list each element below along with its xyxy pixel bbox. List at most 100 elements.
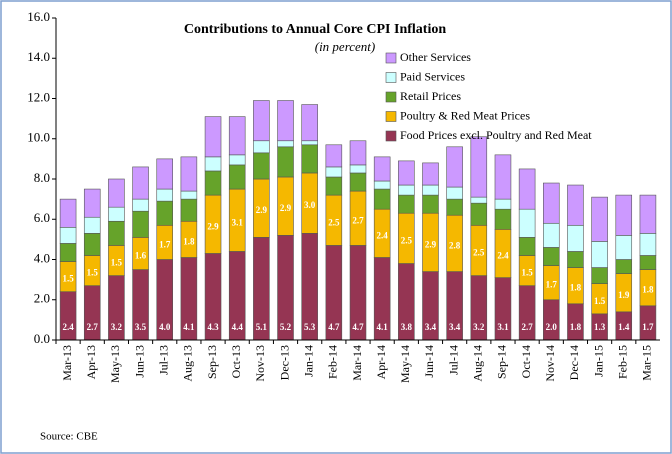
y-tick-label: 0.0 bbox=[34, 331, 50, 346]
value-label: 2.4 bbox=[62, 322, 74, 332]
bar-segment bbox=[277, 100, 294, 142]
bar-segment bbox=[470, 196, 488, 204]
legend-swatch bbox=[385, 52, 397, 64]
x-tick-label: Oct-13 bbox=[229, 345, 243, 378]
bar-segment bbox=[59, 198, 77, 228]
legend-label: Paid Services bbox=[400, 69, 465, 83]
x-tick-label: Feb-15 bbox=[616, 345, 630, 379]
bar-segment bbox=[228, 154, 246, 166]
x-tick-label: Jun-13 bbox=[132, 345, 146, 378]
value-label: 1.5 bbox=[111, 258, 123, 268]
bar-segment bbox=[349, 164, 367, 174]
value-label: 1.7 bbox=[642, 322, 654, 332]
bar-segment bbox=[108, 206, 125, 222]
bar-segment bbox=[591, 267, 608, 284]
bar-segment bbox=[83, 188, 101, 218]
value-label: 5.1 bbox=[256, 322, 268, 332]
x-tick-label: Dec-14 bbox=[567, 345, 581, 380]
value-label: 4.7 bbox=[328, 322, 340, 332]
bar-segment bbox=[83, 233, 101, 256]
value-label: 2.9 bbox=[425, 239, 437, 249]
value-label: 3.1 bbox=[232, 217, 244, 227]
bar-segment bbox=[446, 146, 463, 188]
y-tick-label: 16.0 bbox=[27, 9, 50, 24]
bar-segment bbox=[494, 154, 512, 200]
bar-segment bbox=[373, 188, 391, 210]
value-label: 2.0 bbox=[546, 322, 558, 332]
value-label: 1.7 bbox=[546, 280, 558, 290]
bar-segment bbox=[156, 158, 173, 190]
y-tick-label: 2.0 bbox=[34, 291, 50, 306]
bar-segment bbox=[108, 220, 125, 246]
value-label: 2.8 bbox=[449, 240, 461, 250]
bar-segment bbox=[567, 224, 584, 252]
legend-label: Poultry & Red Meat Prices bbox=[400, 108, 530, 122]
value-label: 2.7 bbox=[521, 322, 533, 332]
value-label: 1.5 bbox=[87, 268, 99, 278]
bar-segment bbox=[639, 233, 657, 256]
bar-segment bbox=[615, 235, 633, 260]
bar-segment bbox=[253, 140, 270, 154]
value-label: 1.8 bbox=[183, 236, 195, 246]
bar-segment bbox=[591, 196, 608, 242]
bar-segment bbox=[253, 100, 270, 142]
value-label: 4.1 bbox=[377, 322, 389, 332]
value-label: 2.7 bbox=[87, 322, 99, 332]
bar-segment bbox=[639, 255, 657, 270]
bar-segment bbox=[543, 222, 560, 248]
bar-segment bbox=[615, 259, 633, 274]
value-label: 2.5 bbox=[328, 217, 340, 227]
value-label: 1.6 bbox=[135, 251, 147, 261]
value-label: 3.8 bbox=[401, 322, 413, 332]
y-tick-label: 10.0 bbox=[27, 130, 50, 145]
x-tick-label: Jan-15 bbox=[591, 345, 605, 377]
bar-segment bbox=[132, 198, 149, 212]
bar-segment bbox=[422, 194, 439, 214]
x-tick-label: Jul-14 bbox=[446, 345, 460, 375]
value-label: 4.1 bbox=[183, 322, 195, 332]
y-tick-label: 6.0 bbox=[34, 210, 50, 225]
value-label: 3.2 bbox=[473, 322, 485, 332]
bar-segment bbox=[156, 188, 173, 202]
bar-segment bbox=[518, 168, 536, 210]
legend-label: Other Services bbox=[400, 50, 471, 64]
value-label: 2.4 bbox=[497, 251, 509, 261]
bar-segment bbox=[253, 152, 270, 180]
bar-segment bbox=[180, 156, 198, 192]
value-label: 1.8 bbox=[642, 285, 654, 295]
x-tick-label: May-13 bbox=[108, 345, 122, 383]
bar-segment bbox=[301, 140, 318, 146]
x-tick-label: Sep-13 bbox=[205, 345, 219, 379]
x-tick-label: Sep-14 bbox=[495, 345, 509, 379]
value-label: 1.5 bbox=[521, 268, 533, 278]
value-label: 1.5 bbox=[62, 274, 74, 284]
chart-title: Contributions to Annual Core CPI Inflati… bbox=[184, 22, 447, 37]
value-label: 4.4 bbox=[232, 322, 244, 332]
x-tick-label: Aug-13 bbox=[181, 345, 195, 382]
x-tick-label: Feb-14 bbox=[326, 345, 340, 379]
legend-swatch bbox=[385, 91, 397, 103]
value-label: 2.5 bbox=[401, 235, 413, 245]
legend-label: Retail Prices bbox=[400, 89, 461, 103]
bar-segment bbox=[494, 208, 512, 230]
x-tick-label: Jun-14 bbox=[422, 345, 436, 378]
bar-segment bbox=[83, 216, 101, 234]
value-label: 2.9 bbox=[280, 203, 292, 213]
bar-segment bbox=[204, 156, 222, 172]
bar-segment bbox=[301, 144, 318, 174]
y-tick-label: 4.0 bbox=[34, 250, 50, 265]
bar-segment bbox=[470, 136, 488, 198]
bar-segment bbox=[494, 198, 512, 210]
value-label: 2.9 bbox=[256, 205, 268, 215]
bar-segment bbox=[59, 227, 77, 244]
value-label: 3.4 bbox=[449, 322, 461, 332]
bar-segment bbox=[204, 116, 222, 158]
value-label: 3.0 bbox=[304, 200, 316, 210]
bar-segment bbox=[398, 160, 415, 186]
bar-segment bbox=[325, 166, 343, 178]
value-label: 2.4 bbox=[377, 230, 389, 240]
bar-segment bbox=[518, 208, 536, 238]
bar-segment bbox=[180, 198, 198, 222]
bar-segment bbox=[325, 176, 343, 196]
